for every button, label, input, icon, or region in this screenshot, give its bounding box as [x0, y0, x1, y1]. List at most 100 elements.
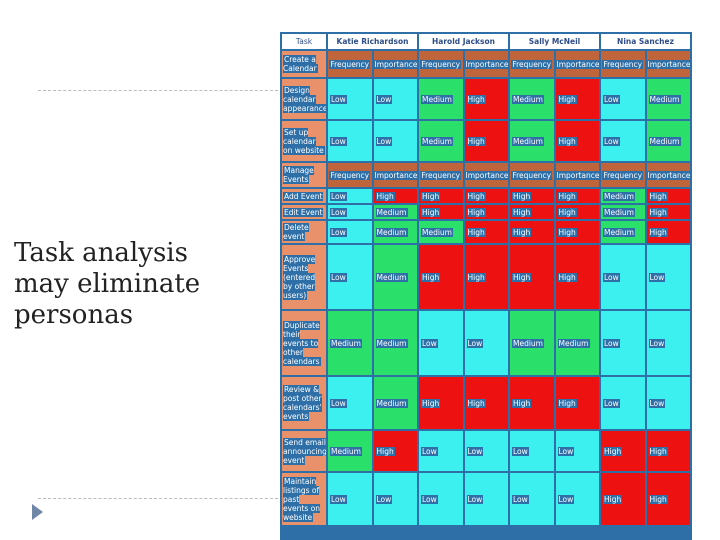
subheader-cell: Frequency [601, 163, 645, 187]
rating-cell-text: High [375, 446, 395, 456]
rating-cell: Medium [419, 221, 463, 243]
task-analysis-table: Task Katie Richardson Harold Jackson Sally … [280, 32, 692, 540]
rating-cell-text: Low [330, 272, 347, 282]
subheader-cell: Importance [464, 51, 508, 77]
rating-cell-text: Medium [512, 338, 544, 348]
rating-cell-text: Low [603, 136, 620, 146]
rating-cell: Medium [601, 205, 645, 219]
rating-cell-text: High [557, 398, 577, 408]
rating-cell-text: Low [330, 136, 347, 146]
rating-cell-text: Medium [603, 207, 635, 217]
table-row: Send email announcing event Medium High Low… [282, 431, 690, 471]
rating-cell-text: High [421, 272, 441, 282]
rating-cell-text: High [648, 227, 668, 237]
rating-cell-text: Medium [375, 272, 408, 282]
rating-cell: Low [510, 473, 554, 525]
rating-cell: High [510, 377, 554, 429]
subheader-cell: Importance [646, 163, 690, 187]
bullet-arrow-icon [32, 504, 43, 520]
persona-header: Sally McNeil [510, 34, 599, 49]
task-cell-text: Create a Calendar [283, 55, 318, 73]
rating-cell: Low [646, 311, 690, 375]
rating-cell: Low [601, 121, 645, 161]
task-cell-text: Design calendar appearance [283, 85, 326, 113]
rating-cell-text: High [466, 136, 486, 146]
rating-cell-text: Medium [375, 207, 408, 217]
rating-cell-text: Medium [421, 136, 453, 146]
rating-cell-text: Medium [375, 338, 408, 348]
rating-cell: Low [464, 431, 508, 471]
rating-cell-text: High [512, 272, 532, 282]
rating-cell-text: Medium [603, 227, 635, 237]
rating-cell-text: High [648, 494, 668, 504]
persona-header-text: Nina Sanchez [617, 37, 674, 46]
task-cell-text: Edit Event [283, 207, 324, 217]
rating-cell: Medium [601, 189, 645, 203]
rating-cell: High [601, 431, 645, 471]
rating-cell: Low [601, 311, 645, 375]
rating-cell: High [419, 205, 463, 219]
rating-cell-text: Medium [330, 446, 362, 456]
task-cell: Add Event [282, 189, 326, 203]
rating-cell: Low [510, 431, 554, 471]
rating-cell-text: Low [330, 191, 347, 201]
rating-cell-text: Low [466, 338, 484, 348]
table-row: Set up calendar on website Low Low Medium Hi… [282, 121, 690, 161]
subheader-cell-text: Frequency [329, 59, 371, 69]
table-row: Review & post other calendars' events Low… [282, 377, 690, 429]
rating-cell-text: Medium [648, 136, 681, 146]
subheader-cell-text: Frequency [511, 59, 553, 69]
rating-cell: High [555, 189, 599, 203]
rating-cell: Low [373, 121, 417, 161]
rating-cell-text: Low [421, 494, 438, 504]
rating-cell: Low [601, 377, 645, 429]
rating-cell-text: Low [375, 136, 393, 146]
persona-header: Harold Jackson [419, 34, 508, 49]
rating-cell: High [601, 473, 645, 525]
rating-cell-text: High [375, 191, 395, 201]
task-header: Task [282, 34, 326, 49]
task-cell: Maintain listings of past events on webs… [282, 473, 326, 525]
subheader-cell: Frequency [419, 163, 463, 187]
rating-cell-text: Low [648, 338, 666, 348]
table-row: Duplicate their events to other calendar… [282, 311, 690, 375]
rating-cell-text: Low [421, 338, 438, 348]
persona-header: Katie Richardson [328, 34, 417, 49]
rating-cell: Medium [373, 205, 417, 219]
rating-cell-text: High [512, 191, 532, 201]
rating-cell-text: Low [330, 207, 347, 217]
rating-cell: Low [464, 311, 508, 375]
persona-header-text: Harold Jackson [432, 37, 495, 46]
rating-cell-text: Low [648, 272, 666, 282]
rating-cell: High [373, 189, 417, 203]
rating-cell-text: Low [375, 94, 393, 104]
rating-cell-text: Low [512, 446, 529, 456]
rating-cell-text: Low [603, 272, 620, 282]
rating-cell-text: High [648, 446, 668, 456]
rating-cell: Medium [510, 121, 554, 161]
rating-cell-text: Medium [330, 338, 362, 348]
table-row: Maintain listings of past events on webs… [282, 473, 690, 525]
rating-cell: High [464, 121, 508, 161]
task-cell: Review & post other calendars' events [282, 377, 326, 429]
rating-cell-text: High [466, 191, 486, 201]
rating-cell-text: Low [330, 94, 347, 104]
task-cell-text: Duplicate their events to other calendar… [283, 320, 321, 366]
rating-cell-text: Low [603, 338, 620, 348]
rating-cell: Low [419, 431, 463, 471]
task-cell-text: Set up calendar on website [283, 127, 325, 155]
rating-cell: High [555, 205, 599, 219]
rating-cell: High [510, 189, 554, 203]
rating-cell: High [646, 221, 690, 243]
rating-cell: High [464, 189, 508, 203]
task-cell-text: Delete event [283, 223, 309, 241]
persona-header-text: Katie Richardson [336, 37, 409, 46]
rating-cell-text: Medium [512, 94, 544, 104]
rating-cell: Medium [373, 311, 417, 375]
rating-cell: High [419, 377, 463, 429]
subheader-cell-text: Importance [373, 170, 417, 180]
rating-cell-text: High [557, 191, 577, 201]
rating-cell-text: High [512, 227, 532, 237]
rating-cell: Low [328, 205, 372, 219]
rating-cell-text: Low [512, 494, 529, 504]
